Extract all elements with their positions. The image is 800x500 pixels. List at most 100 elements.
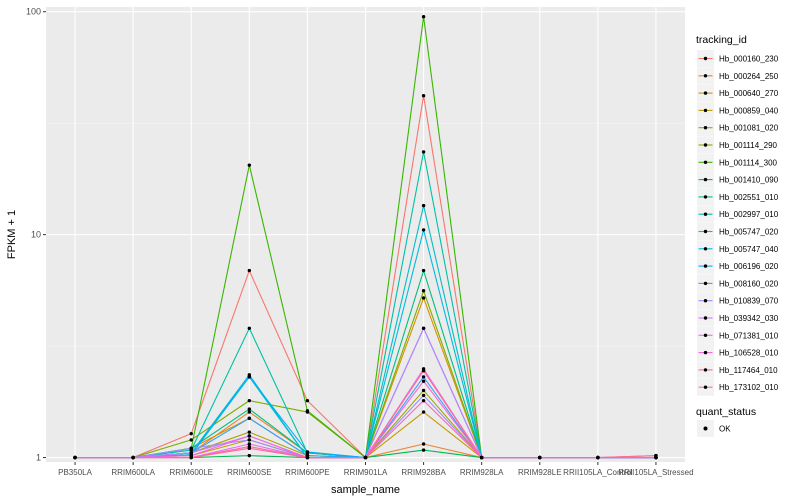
- data-point-Hb_008160_020-RRIM928BA: [421, 375, 426, 379]
- legend-label-Hb_000640_270: Hb_000640_270: [719, 89, 779, 98]
- data-point-Hb_000264_250-RRIM600SE: [247, 410, 252, 414]
- data-point-Hb_106528_010-RRIM928BA: [421, 379, 426, 383]
- data-point-Hb_000160_230-RRIM600LE: [189, 431, 193, 436]
- data-point-Hb_117464_010-RRIM928BA: [421, 398, 426, 403]
- legend-label-Hb_106528_010: Hb_106528_010: [719, 349, 779, 358]
- x-tick-label: PB350LA: [58, 468, 92, 477]
- data-point-Hb_039342_030-RRIM928BA: [421, 326, 426, 330]
- legend-label-Hb_010839_070: Hb_010839_070: [719, 297, 779, 306]
- data-point-Hb_000160_230-RRIM928BA: [421, 94, 426, 98]
- legend-label-Hb_001410_090: Hb_001410_090: [719, 176, 779, 185]
- x-tick-label: RRIM600SE: [227, 468, 271, 477]
- legend-label-Hb_001114_290: Hb_001114_290: [719, 141, 778, 150]
- y-tick-label: 100: [26, 7, 41, 17]
- x-tick-label: RRII105LA_Control: [563, 468, 633, 477]
- legend-label-Hb_039342_030: Hb_039342_030: [719, 314, 779, 323]
- legend-label-Hb_001081_020: Hb_001081_020: [719, 124, 779, 133]
- legend-label-Hb_173102_010: Hb_173102_010: [719, 383, 779, 392]
- x-tick-label: RRII105LA_Stressed: [618, 468, 693, 477]
- legend-point-Hb_002997_010: [703, 212, 708, 216]
- legend-point-Hb_008160_020: [703, 281, 708, 286]
- legend-point-Hb_117464_010: [703, 368, 708, 372]
- legend-point-Hb_005747_020: [703, 229, 708, 234]
- data-point-Hb_002997_010-RRIM600SE: [247, 326, 252, 330]
- x-axis: PB350LA RRIM600LA RRIM600LE RRIM600SE RRIM60…: [58, 462, 694, 477]
- y-axis: 1 10 100: [26, 7, 46, 463]
- data-point-Hb_006196_020-RRIM600SE: [247, 375, 252, 379]
- legend-label-Hb_071381_010: Hb_071381_010: [719, 331, 779, 340]
- data-point-Hb_000160_230-RRIM600PE: [305, 398, 310, 403]
- data-point-Hb_001114_300-RRIM928BA: [421, 14, 426, 19]
- legend-label-Hb_000859_040: Hb_000859_040: [719, 106, 779, 115]
- data-point-Hb_001114_290-RRIM600LE: [189, 438, 193, 442]
- legend-label-Hb_002551_010: Hb_002551_010: [719, 193, 779, 202]
- legend-point-Hb_000640_270: [703, 91, 708, 95]
- data-point-Hb_001081_020-RRIM928BA: [421, 388, 426, 393]
- legend-shape-title: quant_status: [696, 406, 756, 418]
- data-point-Hb_005747_040-RRIM928BA: [421, 228, 426, 232]
- legend: tracking_id Hb_000160_230Hb_000264_250Hb…: [696, 34, 779, 437]
- x-tick-label: RRIM928LA: [460, 468, 504, 477]
- data-point-Hb_002551_010-RRIM928BA: [421, 268, 426, 273]
- legend-point-Hb_000160_230: [703, 56, 708, 61]
- data-point-Hb_173102_010-RRIM600LA: [131, 455, 135, 460]
- data-point-Hb_173102_010-RRIM901LA: [363, 455, 368, 460]
- legend-point-Hb_002551_010: [703, 195, 708, 199]
- legend-label-Hb_001114_300: Hb_001114_300: [719, 158, 778, 167]
- data-point-Hb_173102_010-PB350LA: [73, 455, 77, 460]
- data-point-Hb_173102_010-RRIM928LE: [538, 455, 542, 460]
- legend-label-Hb_002997_010: Hb_002997_010: [719, 210, 779, 219]
- data-point-Hb_006196_020-RRIM600PE: [305, 450, 310, 454]
- data-point-Hb_010839_070-RRIM600SE: [247, 438, 252, 442]
- data-point-Hb_005747_020-RRIM928BA: [421, 203, 426, 208]
- data-point-Hb_000160_230-RRIM600SE: [247, 268, 252, 273]
- legend-point-Hb_000264_250: [703, 74, 708, 78]
- legend-label-Hb_000160_230: Hb_000160_230: [719, 55, 779, 64]
- data-point-Hb_000640_270-RRIM928BA: [421, 296, 426, 300]
- x-tick-label: RRIM928BA: [401, 468, 446, 477]
- data-point-Hb_173102_010-RRIM928LA: [479, 455, 484, 460]
- data-point-Hb_000264_250-RRIM928BA: [421, 442, 426, 446]
- legend-label-Hb_117464_010: Hb_117464_010: [719, 366, 778, 375]
- data-point-Hb_000859_040-RRIM928BA: [421, 410, 426, 414]
- legend-shape-label: OK: [719, 425, 731, 434]
- data-point-Hb_002997_010-RRIM928BA: [421, 150, 426, 154]
- legend-point-Hb_039342_030: [703, 316, 708, 320]
- legend-point-Hb_173102_010: [703, 385, 708, 389]
- legend-point-Hb_106528_010: [703, 350, 708, 355]
- data-points: [73, 14, 658, 460]
- legend-point-Hb_001114_290: [703, 143, 708, 147]
- data-point-Hb_071381_010-RRIM600SE: [247, 442, 252, 446]
- x-tick-label: RRIM600PE: [285, 468, 329, 477]
- data-point-Hb_010839_070-RRIM928BA: [421, 393, 426, 398]
- legend-shape-point: [703, 426, 708, 431]
- legend-label-Hb_000264_250: Hb_000264_250: [719, 72, 779, 81]
- legend-point-Hb_000859_040: [703, 108, 708, 113]
- legend-point-Hb_010839_070: [703, 299, 708, 303]
- legend-label-Hb_005747_020: Hb_005747_020: [719, 228, 779, 237]
- data-point-Hb_001081_020-RRIM600SE: [247, 430, 252, 434]
- legend-point-Hb_006196_020: [703, 264, 708, 268]
- data-point-Hb_001114_300-RRIM600PE: [305, 409, 310, 413]
- data-point-Hb_001410_090-RRIM928BA: [421, 448, 426, 452]
- y-tick-label: 1: [36, 453, 41, 463]
- data-point-Hb_001114_300-RRIM600SE: [247, 163, 252, 167]
- x-tick-label: RRIM928LE: [518, 468, 562, 477]
- data-point-Hb_173102_010-RRIM600LE: [189, 455, 193, 460]
- data-point-Hb_010839_070-RRIM600LE: [189, 446, 193, 451]
- legend-point-Hb_071381_010: [703, 333, 708, 337]
- legend-color-items: Hb_000160_230 Hb_000264_250 Hb_000640_270 H…: [697, 50, 779, 396]
- data-point-Hb_001114_290-RRIM600SE: [247, 398, 252, 403]
- data-point-Hb_002551_010-RRIM600SE: [247, 407, 252, 411]
- data-point-Hb_173102_010-RRIM600SE: [247, 444, 252, 449]
- x-tick-label: RRIM901LA: [344, 468, 388, 477]
- data-point-Hb_173102_010-RRIM928BA: [421, 369, 426, 373]
- legend-label-Hb_008160_020: Hb_008160_020: [719, 279, 779, 288]
- legend-label-Hb_006196_020: Hb_006196_020: [719, 262, 779, 271]
- x-tick-label: RRIM600LE: [169, 468, 213, 477]
- legend-point-Hb_001114_300: [703, 160, 708, 164]
- y-axis-title: FPKM + 1: [6, 210, 18, 259]
- legend-label-Hb_005747_040: Hb_005747_040: [719, 245, 779, 254]
- x-axis-title: sample_name: [331, 484, 400, 496]
